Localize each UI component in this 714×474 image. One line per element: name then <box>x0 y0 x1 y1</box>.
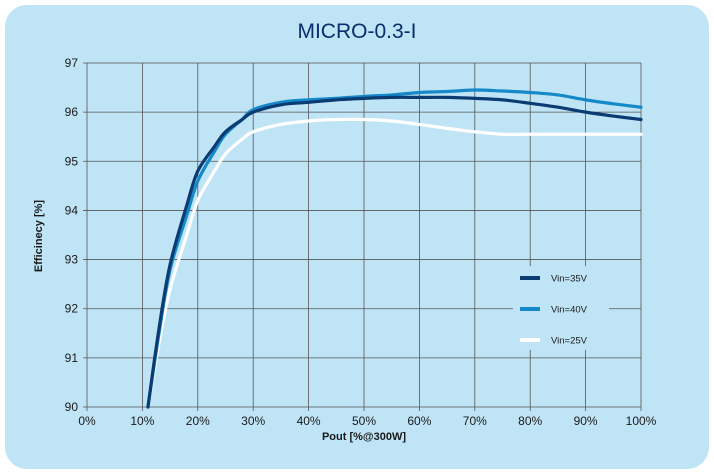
y-tick-label: 97 <box>65 56 79 70</box>
y-tick-label: 94 <box>65 203 79 217</box>
y-tick-label: 96 <box>65 105 79 119</box>
x-axis-label: Pout [%@300W] <box>322 431 406 443</box>
y-axis-label: Efficinecy [%] <box>33 200 45 272</box>
y-tick-label: 93 <box>65 253 79 267</box>
y-tick-label: 91 <box>65 351 79 365</box>
legend-label: Vin=35V <box>551 274 588 285</box>
series-line-vin-25v <box>146 117 643 409</box>
x-tick-label: 0% <box>78 414 96 428</box>
x-tick-label: 50% <box>352 414 376 428</box>
x-tick-label: 20% <box>186 414 210 428</box>
x-tick-label: 100% <box>626 414 657 428</box>
series-line-vin-35v <box>146 95 643 409</box>
x-tick-label: 10% <box>130 414 154 428</box>
x-tick-label: 30% <box>241 414 265 428</box>
x-tick-label: 40% <box>297 414 321 428</box>
y-tick-label: 95 <box>65 154 79 168</box>
chart-panel <box>5 5 709 469</box>
x-tick-label: 90% <box>574 414 598 428</box>
x-tick-label: 60% <box>407 414 431 428</box>
legend-label: Vin=40V <box>551 305 588 316</box>
chart-title: MICRO-0.3-I <box>297 20 417 43</box>
x-tick-label: 70% <box>463 414 487 428</box>
y-tick-label: 90 <box>65 400 79 414</box>
y-tick-label: 92 <box>65 302 79 316</box>
x-tick-label: 80% <box>518 414 542 428</box>
legend-label: Vin=25V <box>551 336 588 347</box>
